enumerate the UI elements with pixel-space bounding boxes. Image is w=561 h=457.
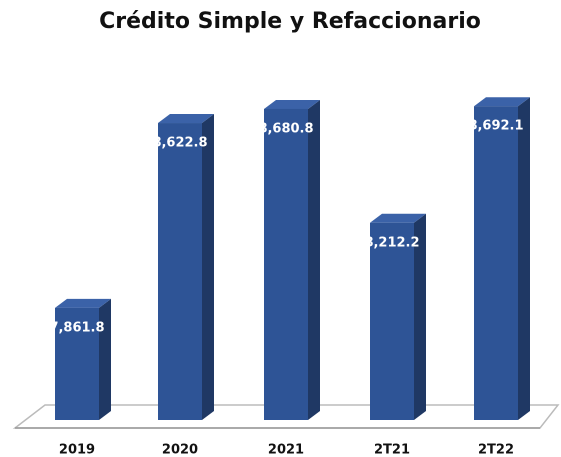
- bar-top: [474, 97, 530, 107]
- value-label: 8,680.8: [258, 121, 313, 136]
- bar-top: [264, 99, 320, 109]
- bar: [370, 222, 414, 420]
- value-label: 8,692.1: [468, 119, 523, 134]
- bar: [55, 307, 99, 420]
- bar-side: [99, 298, 111, 420]
- x-tick-label: 2020: [162, 443, 198, 457]
- bar-top: [370, 213, 426, 223]
- bar-side: [414, 213, 426, 420]
- bar-side: [518, 97, 530, 420]
- value-label: 8,622.8: [152, 136, 207, 151]
- x-tick-label: 2T22: [478, 443, 514, 457]
- chart-title: Crédito Simple y Refaccionario: [99, 9, 481, 34]
- bar-top: [158, 114, 214, 124]
- bar-top: [55, 298, 111, 308]
- x-tick-label: 2019: [59, 443, 95, 457]
- value-label: 7,861.8: [49, 320, 104, 335]
- x-tick-label: 2T21: [374, 443, 410, 457]
- bar: [264, 108, 308, 420]
- bar: [158, 123, 202, 420]
- bar-side: [202, 114, 214, 420]
- bar-side: [308, 99, 320, 420]
- x-tick-label: 2021: [268, 443, 304, 457]
- value-label: 8,212.2: [364, 235, 419, 250]
- bar: [474, 106, 518, 420]
